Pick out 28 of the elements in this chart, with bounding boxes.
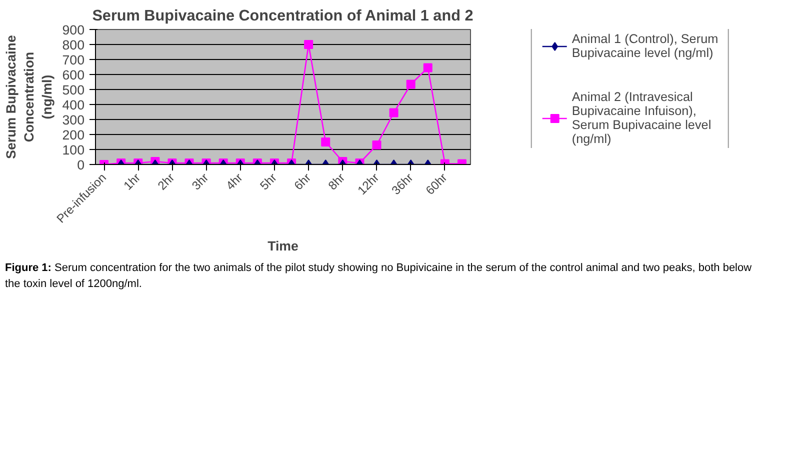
chart-title: Serum Bupivacaine Concentration of Animal 1 and 2 (92, 8, 474, 24)
y-axis-title: Serum Bupivacaine Concentration (ng/ml) (3, 35, 54, 159)
y-tick-label: 300 (62, 112, 85, 128)
x-axis-title: Time (268, 238, 298, 254)
y-tick-label: 500 (62, 82, 85, 98)
y-tick-label: 600 (62, 68, 85, 82)
y-tick-label: 400 (62, 98, 85, 112)
x-tick-label: 8hr (325, 170, 348, 193)
x-tick-label: 2hr (154, 170, 178, 193)
caption: Figure 1: Serum concentration for the two animals of the pilot study showing no Bupivicaine in the serum of the control animal and two peaks, both below the toxin level of 1200ng/ml. (5, 261, 753, 292)
y-tick-label: 0 (77, 158, 85, 172)
x-tick-label: 5hr (257, 170, 280, 193)
legend-label: Animal 2 (Intravesical Bupivacaine Infuison), Serum Bupivacaine level (ng/ml) (572, 90, 712, 146)
y-tick-label: 900 (62, 22, 85, 38)
point (423, 63, 432, 72)
legend-label: Animal 1 (Control), Serum Bupivacaine level (ng/ml) (572, 32, 718, 60)
x-tick-label: 1hr (120, 170, 144, 193)
point (304, 40, 314, 49)
x-tick-label: 3hr (189, 170, 212, 193)
point (389, 108, 398, 118)
x-tick-label: 60hr (423, 170, 450, 198)
point (406, 80, 416, 89)
y-tick-label: 700 (62, 52, 85, 68)
x-tick-label: 6hr (291, 170, 314, 193)
y-tick-label: 200 (62, 128, 85, 142)
y-tick-label: 100 (62, 142, 85, 158)
x-tick-label: 4hr (223, 170, 246, 193)
y-tick-label: 800 (62, 38, 85, 52)
